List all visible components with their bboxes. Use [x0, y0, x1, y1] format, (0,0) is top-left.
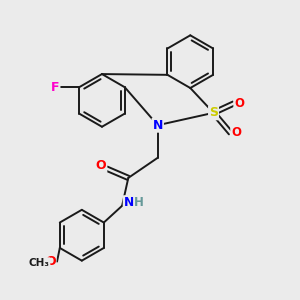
- Text: N: N: [124, 196, 134, 209]
- Text: N: N: [153, 119, 163, 132]
- Text: S: S: [209, 106, 218, 119]
- Text: CH₃: CH₃: [28, 258, 50, 268]
- Text: O: O: [96, 159, 106, 172]
- Text: O: O: [234, 97, 244, 110]
- Text: O: O: [45, 255, 56, 268]
- Text: F: F: [51, 81, 59, 94]
- Text: O: O: [231, 127, 241, 140]
- Text: H: H: [134, 196, 144, 209]
